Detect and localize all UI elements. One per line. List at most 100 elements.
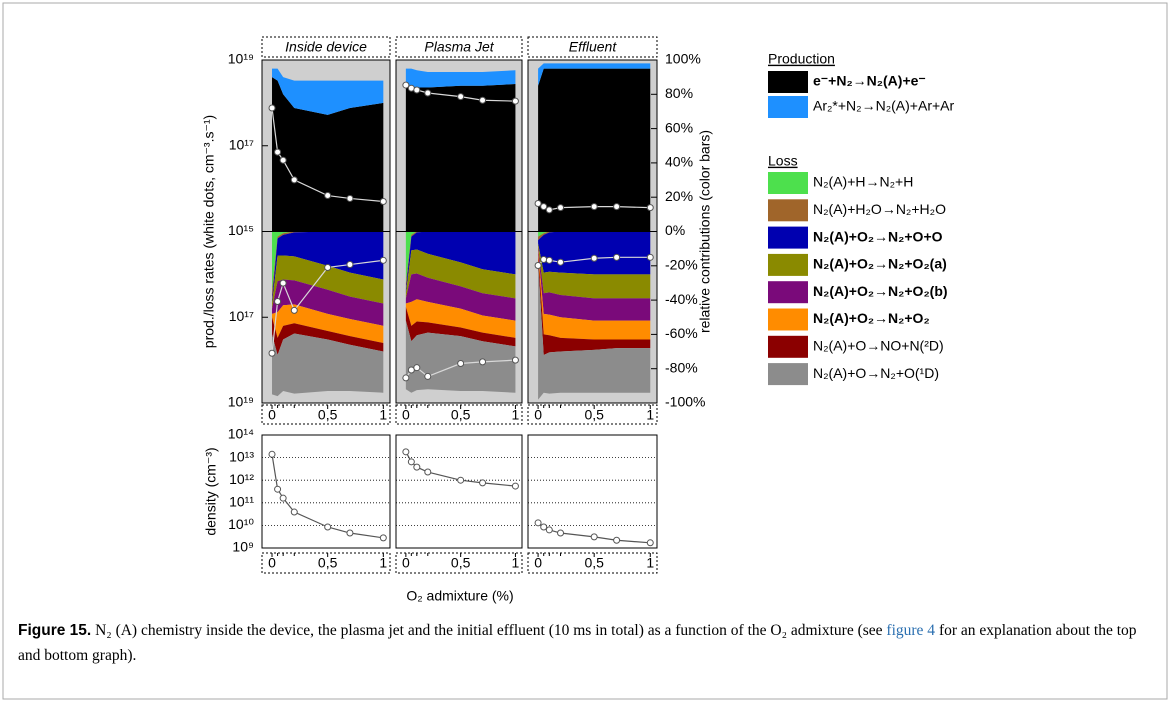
production-rate-dot bbox=[346, 194, 354, 202]
x-tick-label: 0,5 bbox=[584, 407, 604, 423]
x-tick-label: 0 bbox=[268, 407, 276, 423]
contrib-tick-label: 40% bbox=[665, 154, 693, 170]
density-dot bbox=[557, 529, 565, 537]
loss-rate-dot bbox=[646, 253, 654, 261]
loss-rate-dot bbox=[279, 279, 287, 287]
density-tick-label: 10¹² bbox=[229, 471, 254, 487]
rate-tick-label: 10¹⁷ bbox=[229, 136, 254, 152]
x-tick-label: 0 bbox=[402, 555, 410, 571]
stacked-area bbox=[538, 231, 651, 275]
density-dot bbox=[402, 448, 410, 456]
stacked-area bbox=[272, 317, 384, 355]
loss-rate-dot bbox=[290, 306, 298, 314]
panel-header-box bbox=[395, 36, 523, 58]
rate-tick-label: 10¹⁹ bbox=[228, 51, 254, 67]
x-axis-box bbox=[261, 552, 391, 574]
loss-rate-dot bbox=[534, 261, 542, 269]
legend-swatch bbox=[768, 363, 808, 386]
legend-swatch bbox=[768, 199, 808, 222]
production-rate-dot bbox=[479, 96, 487, 104]
loss-rate-dot bbox=[457, 360, 465, 368]
loss-rate-dot bbox=[268, 349, 276, 357]
legend-swatch bbox=[768, 253, 808, 276]
density-dot bbox=[424, 468, 432, 476]
contrib-tick-label: 80% bbox=[665, 85, 693, 101]
stacked-area bbox=[538, 63, 651, 86]
production-rate-dot bbox=[613, 203, 621, 211]
x-tick-label: 0,5 bbox=[318, 407, 338, 423]
x-tick-label: 0 bbox=[402, 407, 410, 423]
x-tick-label: 1 bbox=[379, 407, 387, 423]
stacked-area bbox=[405, 231, 516, 294]
legend-swatch bbox=[768, 335, 808, 358]
stacked-area bbox=[272, 77, 384, 232]
density-dot bbox=[540, 523, 548, 531]
legend-label: N₂(A)+O₂→N₂+O₂(b) bbox=[813, 283, 948, 299]
loss-rate-dot bbox=[413, 364, 421, 372]
production-rate-dot bbox=[379, 198, 387, 206]
production-rate-dot bbox=[324, 192, 332, 200]
x-tick-label: 1 bbox=[512, 555, 520, 571]
production-rate-dot bbox=[402, 81, 410, 89]
contrib-tick-label: -80% bbox=[665, 359, 698, 375]
loss-rate-dot bbox=[511, 356, 519, 364]
y2-axis-title: relative contributions (color bars) bbox=[697, 130, 713, 333]
stacked-area bbox=[538, 243, 651, 299]
stacked-area bbox=[272, 279, 384, 326]
stacked-area bbox=[538, 250, 651, 340]
production-rate-dot bbox=[457, 93, 465, 101]
legend-swatch bbox=[768, 226, 808, 249]
density-axis-title: density (cm⁻³) bbox=[203, 447, 219, 535]
density-dot bbox=[457, 476, 465, 484]
rate-tick-label: 10¹⁷ bbox=[229, 308, 254, 324]
panel-header-box bbox=[527, 36, 658, 58]
production-rate-dot bbox=[534, 199, 542, 207]
contrib-tick-label: 20% bbox=[665, 188, 693, 204]
density-tick-label: 10⁹ bbox=[232, 539, 254, 555]
density-tick-label: 10¹³ bbox=[229, 448, 254, 464]
density-tick-label: 10¹¹ bbox=[229, 494, 254, 510]
density-dot bbox=[346, 529, 354, 537]
caption-text: N₂ (A) chemistry inside the device, the … bbox=[95, 622, 887, 639]
caption: Figure 15. N₂ (A) chemistry inside the d… bbox=[18, 618, 1153, 668]
loss-rate-dot bbox=[479, 358, 487, 366]
loss-rate-dot bbox=[379, 256, 387, 264]
production-rate-dot bbox=[557, 204, 565, 212]
contrib-tick-label: -20% bbox=[665, 257, 698, 273]
density-dot bbox=[279, 494, 287, 502]
contrib-tick-label: 100% bbox=[665, 51, 701, 67]
contrib-tick-label: -40% bbox=[665, 291, 698, 307]
contrib-tick-label: -60% bbox=[665, 325, 698, 341]
stacked-area bbox=[405, 273, 516, 321]
x-tick-label: 1 bbox=[646, 407, 654, 423]
production-rate-dot bbox=[545, 206, 553, 214]
legend-label: N₂(A)+H₂O→N₂+H₂O bbox=[813, 201, 946, 217]
x-axis-box bbox=[527, 552, 658, 574]
stacked-area bbox=[272, 304, 384, 343]
density-dot bbox=[511, 482, 519, 490]
x-tick-label: 1 bbox=[379, 555, 387, 571]
legend-label: N₂(A)+O→NO+N(²D) bbox=[813, 338, 944, 354]
x-axis-title: O₂ admixture (%) bbox=[406, 588, 513, 604]
density-tick-label: 10¹⁴ bbox=[228, 426, 254, 442]
legend-label: N₂(A)+H→N₂+H bbox=[813, 174, 913, 190]
legend-label: N₂(A)+O₂→N₂+O₂ bbox=[813, 310, 930, 326]
stacked-area bbox=[538, 262, 651, 400]
density-dot bbox=[646, 539, 654, 547]
caption-link[interactable]: figure 4 bbox=[886, 622, 936, 639]
panel-header: Effluent bbox=[569, 39, 618, 55]
density-frame bbox=[395, 434, 523, 549]
density-dot bbox=[324, 523, 332, 531]
legend-swatch bbox=[768, 172, 808, 194]
stacked-area bbox=[538, 253, 651, 355]
legend-title: Production bbox=[768, 51, 835, 67]
density-dot bbox=[413, 463, 421, 471]
x-tick-label: 0,5 bbox=[584, 555, 604, 571]
loss-rate-dot bbox=[346, 261, 354, 269]
legend-title: Loss bbox=[768, 153, 798, 169]
density-dot bbox=[379, 534, 387, 542]
rate-tick-label: 10¹⁹ bbox=[228, 394, 254, 410]
stacked-area bbox=[405, 84, 516, 232]
x-tick-label: 1 bbox=[646, 555, 654, 571]
x-axis-box bbox=[395, 404, 523, 425]
